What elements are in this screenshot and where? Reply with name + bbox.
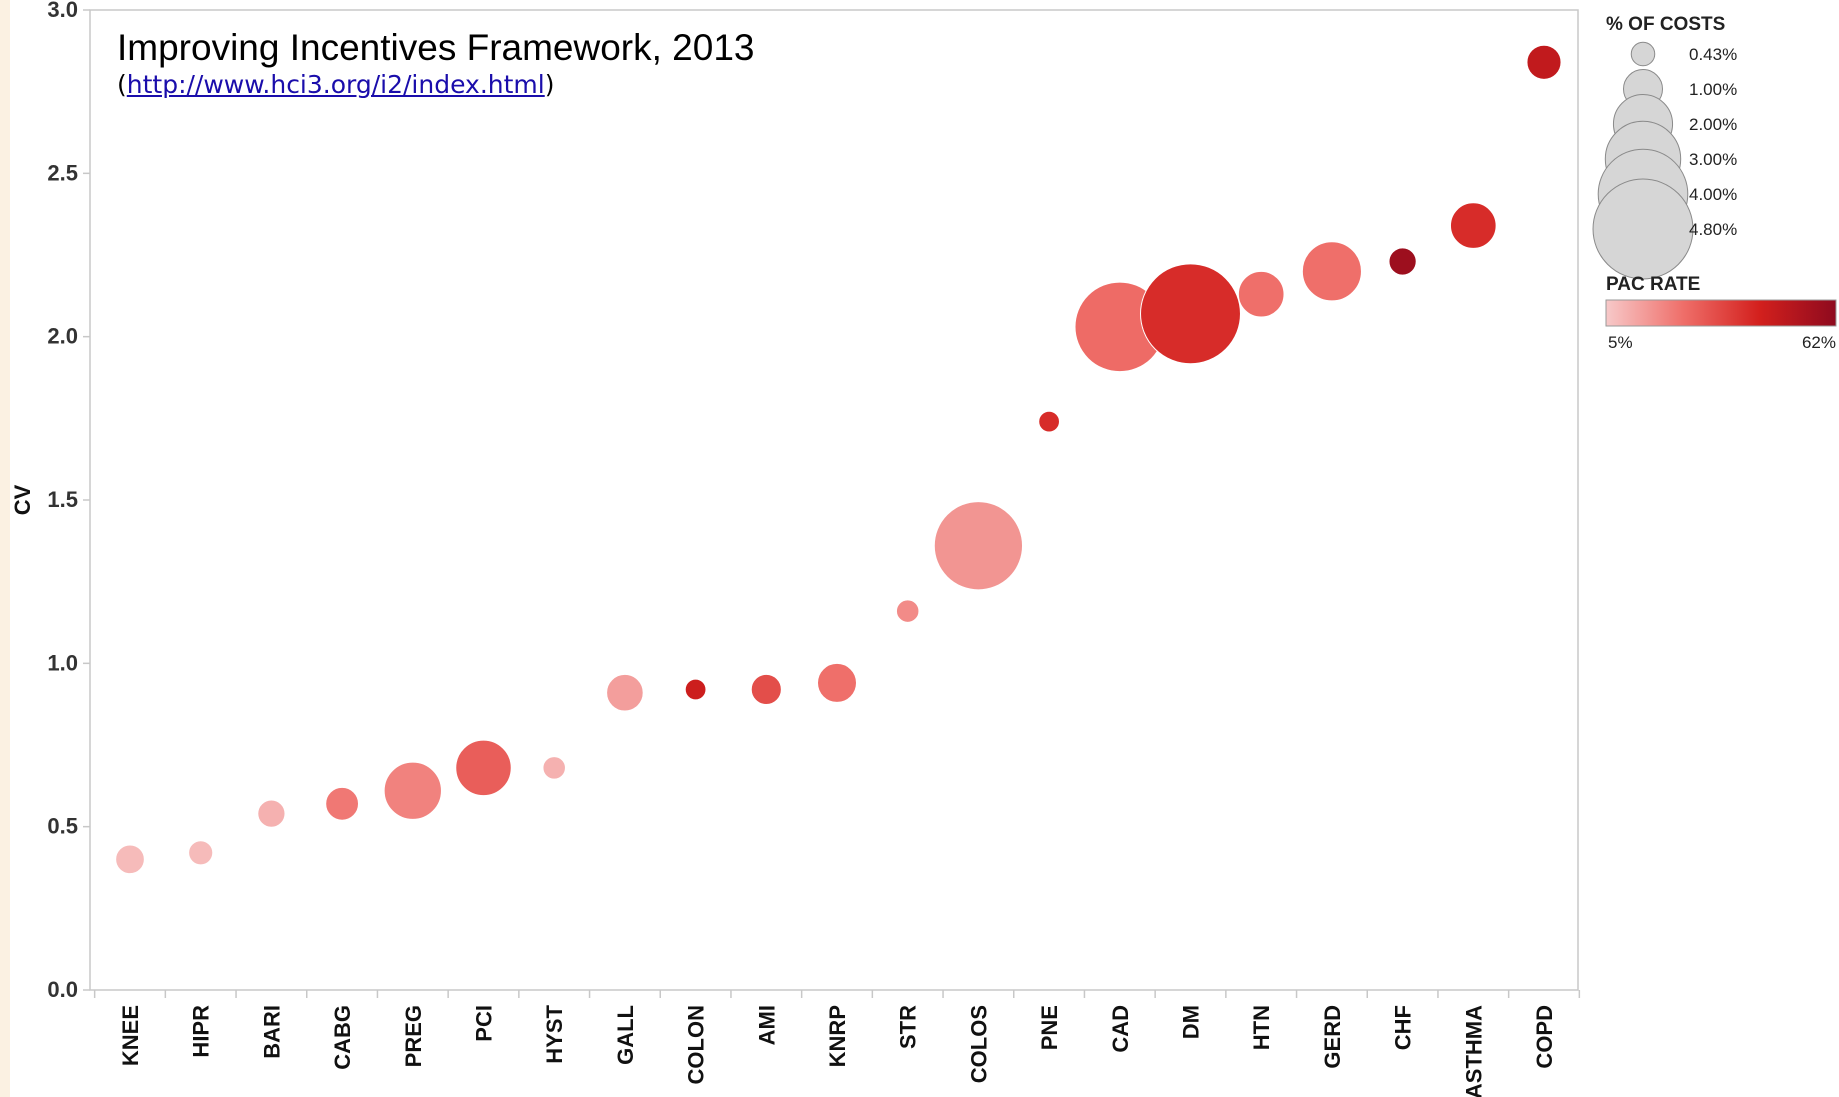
x-tick-label: PREG xyxy=(401,1005,426,1067)
bubble-pne xyxy=(1038,410,1060,433)
subtitle-open-paren: ( xyxy=(117,70,127,99)
bubble-knee xyxy=(115,844,145,875)
x-tick-label: HYST xyxy=(542,1004,567,1063)
bubble-pci xyxy=(455,739,512,797)
source-link[interactable]: http://www.hci3.org/i2/index.html xyxy=(126,70,545,99)
bubble-preg xyxy=(383,761,442,820)
y-tick-label: 1.0 xyxy=(47,650,78,675)
plot-frame xyxy=(89,9,1579,991)
x-tick-label: KNEE xyxy=(118,1005,143,1066)
y-tick-label: 0.0 xyxy=(47,977,78,1002)
x-tick-label: BARI xyxy=(259,1005,284,1059)
x-tick-label: ASTHMA xyxy=(1461,1005,1486,1097)
pac-rate-colorbar xyxy=(1605,299,1837,327)
x-tick-label: GERD xyxy=(1320,1005,1345,1069)
bubble-dm xyxy=(1140,263,1241,365)
x-tick-label: HTN xyxy=(1249,1005,1274,1050)
size-legend-bubble xyxy=(1630,41,1656,67)
left-edge-strip xyxy=(0,0,10,1097)
x-tick-label: COLOS xyxy=(966,1005,991,1083)
bubble-colos xyxy=(933,501,1024,591)
size-legend-label: 3.00% xyxy=(1689,150,1737,169)
y-tick-label: 1.5 xyxy=(47,487,78,512)
x-tick-label: PCI xyxy=(472,1005,497,1042)
x-tick-label: HIPR xyxy=(189,1005,214,1058)
size-legend-label: 4.00% xyxy=(1689,185,1737,204)
x-tick-label: DM xyxy=(1179,1005,1204,1039)
x-tick-label: COLON xyxy=(684,1005,709,1084)
bubble-gerd xyxy=(1301,241,1362,302)
x-tick-label: STR xyxy=(896,1005,921,1049)
bubble-hyst xyxy=(542,756,566,780)
x-tick-label: CAD xyxy=(1108,1005,1133,1053)
bubble-gall xyxy=(606,673,644,712)
bubble-bari xyxy=(257,799,286,828)
bubble-cabg xyxy=(325,786,360,821)
subtitle-close-paren: ) xyxy=(544,70,555,99)
color-legend-max-label: 62% xyxy=(1802,333,1836,352)
y-tick-label: 2.5 xyxy=(47,160,78,185)
x-tick-label: PNE xyxy=(1037,1005,1062,1050)
size-legend-label: 2.00% xyxy=(1689,115,1737,134)
size-legend-label: 1.00% xyxy=(1689,80,1737,99)
color-legend-min-label: 5% xyxy=(1608,333,1633,352)
size-legend-bubble xyxy=(1592,178,1694,280)
y-tick-label: 2.0 xyxy=(47,324,78,349)
size-legend-title: % OF COSTS xyxy=(1606,14,1725,35)
bubble-chf xyxy=(1388,247,1417,276)
y-tick-label: 3.0 xyxy=(47,0,78,22)
bubble-copd xyxy=(1526,44,1562,80)
bubble-knrp xyxy=(817,662,857,703)
bubbles xyxy=(115,44,1562,875)
bubble-ami xyxy=(750,673,782,706)
bubble-htn xyxy=(1237,270,1285,318)
x-tick-label: COPD xyxy=(1532,1005,1557,1069)
x-tick-label: AMI xyxy=(754,1005,779,1045)
title-block: Improving Incentives Framework, 2013 (ht… xyxy=(117,26,755,100)
bubble-colon xyxy=(684,678,707,701)
x-tick-label: GALL xyxy=(613,1005,638,1065)
size-legend-label: 4.80% xyxy=(1689,220,1737,239)
x-tick-label: KNRP xyxy=(825,1005,850,1067)
bubble-str xyxy=(895,599,920,623)
size-legend-label: 0.43% xyxy=(1689,45,1737,64)
y-axis-label: CV xyxy=(10,484,35,515)
bubble-hipr xyxy=(188,840,214,866)
x-tick-label: CHF xyxy=(1391,1005,1416,1050)
chart-title: Improving Incentives Framework, 2013 xyxy=(117,27,755,68)
chart-subtitle: (http://www.hci3.org/i2/index.html) xyxy=(117,70,755,100)
color-legend-title: PAC RATE xyxy=(1606,274,1700,295)
axes: 0.0 0.5 1.0 1.5 2.0 2.5 3.0 CV KNEE HIPR BARI CABG P… xyxy=(10,0,1581,1097)
y-tick-label: 0.5 xyxy=(47,814,78,839)
legend: % OF COSTS 0.43% 1.00% 2.00% 3.00% 4.00% 4.80%… xyxy=(1592,14,1837,352)
bubble-asthma xyxy=(1449,202,1497,249)
x-tick-label: CABG xyxy=(330,1005,355,1070)
